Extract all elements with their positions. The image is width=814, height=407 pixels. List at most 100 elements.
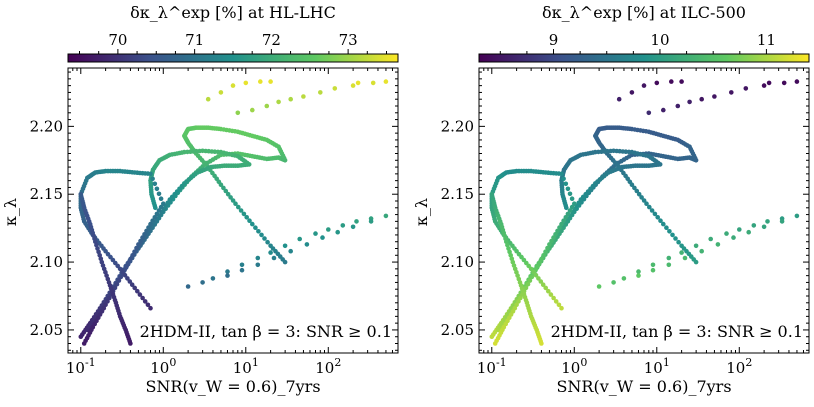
left-axes: 10-1 100 101 102 2.05 2.10 2.15 2.20 (30, 68, 399, 377)
left-point-scatter-upper-6 (235, 110, 241, 116)
right-point-branch-a-fill (639, 195, 644, 200)
left-point-branch-c-fill (140, 295, 145, 301)
left-point-branch-a-fill (244, 215, 249, 220)
left-point-branch-c-5 (136, 242, 141, 247)
left-point-scatter-upper-7 (250, 107, 255, 113)
right-point-branch-c-fill (538, 279, 544, 284)
right-point-branch-a-fill (632, 185, 637, 191)
left-point-branch-c-fill (152, 181, 158, 187)
right-point-branch-a-30 (644, 201, 649, 206)
right-point-branch-c-2 (512, 305, 518, 311)
left-colorbar-tick-label: 71 (185, 31, 204, 49)
left-panel: δκ_λ^exp [%] at HL-LHC 70 71 72 73 10-1 100 1… (1, 3, 399, 396)
right-point-branch-c-fill (565, 211, 571, 217)
left-point-scatter-upper-2 (230, 83, 236, 88)
left-point-branch-a-fill (241, 211, 247, 217)
left-x-tick-label: 102 (315, 356, 341, 377)
left-point-branch-c-fill (158, 204, 164, 210)
right-y-axis-label: κ_λ (412, 198, 431, 226)
left-point-scatter-upper-17 (355, 80, 361, 86)
right-point-branch-c-fill (563, 181, 569, 187)
left-point-branch-c-fill (103, 302, 108, 308)
right-colorbar-title: δκ_λ^exp [%] at ILC-500 (542, 3, 746, 22)
left-point-branch-c-19 (117, 266, 123, 272)
right-point-branch-a-29 (629, 182, 635, 187)
left-point-scatter-upper-0 (205, 96, 211, 102)
right-colorbar-tick-label: 11 (757, 31, 776, 49)
right-point-scatter-lower-20 (715, 242, 721, 247)
left-point-branch-c-fill (135, 288, 140, 294)
left-colorbar-tick-label: 70 (108, 31, 127, 49)
right-point-branch-c-fill (569, 196, 575, 201)
right-point-branch-c-fill (549, 238, 554, 244)
right-point-scatter-upper-3 (654, 80, 660, 86)
left-point-branch-a-fill (225, 191, 231, 197)
left-point-branch-d-9 (128, 341, 133, 346)
right-point-scatter-lower-22 (746, 229, 751, 235)
left-point-branch-c-2 (101, 305, 107, 311)
right-axes: 10-1 100 101 102 2.05 2.10 2.15 2.20 (441, 68, 810, 377)
left-point-scatter-upper-4 (258, 79, 263, 84)
right-point-branch-c-fill (539, 256, 544, 262)
right-y-tick-label: 2.15 (441, 185, 474, 203)
right-point-branch-c-4 (535, 263, 540, 269)
right-point-branch-a-fill (664, 225, 669, 230)
left-point-branch-c-fill (158, 196, 164, 201)
left-point-branch-a-fill (221, 185, 226, 191)
right-point-branch-a-fill (636, 191, 642, 197)
right-point-scatter-lower-24 (779, 219, 785, 224)
left-point-branch-c-fill (122, 272, 128, 278)
right-colorbar-ticks: 9 10 11 (499, 31, 794, 54)
left-y-tick-label: 2.15 (30, 185, 63, 203)
left-point-branch-c-fill (150, 218, 155, 223)
right-point-branch-a-fill (652, 211, 658, 217)
right-point-scatter-upper-0 (616, 96, 622, 102)
right-point-branch-a-fill (676, 239, 681, 245)
right-point-branch-b-23 (564, 205, 569, 211)
right-annotation: 2HDM-II, tan β = 3: SNR ≥ 0.1 (551, 322, 803, 341)
left-point-scatter-lower-8 (297, 236, 303, 242)
left-point-scatter-upper-1 (218, 90, 224, 95)
right-point-scatter-lower-2 (621, 276, 627, 281)
left-point-branch-a-fill (265, 239, 270, 245)
left-point-branch-b-23 (153, 205, 158, 211)
right-point-branch-a-fill (649, 208, 655, 213)
left-point-scatter-upper-15 (370, 80, 376, 86)
right-point-scatter-lower-14 (794, 213, 800, 219)
right-point-branch-c-fill (556, 302, 562, 308)
left-point-scatter-upper-3 (243, 80, 249, 86)
left-point-branch-a-fill (259, 232, 264, 238)
left-y-tick-label: 2.20 (30, 117, 63, 135)
right-point-branch-c-fill (551, 235, 556, 240)
left-point-branch-c-fill (142, 232, 147, 237)
left-colorbar-ticks: 70 71 72 73 (79, 31, 387, 54)
right-point-branch-c-fill (545, 245, 550, 251)
left-point-branch-c-7 (161, 201, 166, 206)
left-point-scatter-lower-5 (255, 255, 261, 261)
left-point-scatter-lower-22 (335, 229, 341, 235)
left-y-tick-label: 2.10 (30, 253, 63, 271)
left-point-scatter-lower-14 (383, 213, 389, 219)
right-point-branch-a-31 (661, 221, 666, 227)
left-point-branch-c-fill (137, 292, 143, 297)
right-y-tick-label: 2.20 (441, 117, 474, 135)
left-point-branch-c-fill (116, 278, 122, 283)
left-point-scatter-lower-17 (255, 262, 261, 268)
right-point-scatter-lower-10 (737, 227, 742, 232)
left-x-tick-label: 101 (233, 356, 259, 377)
left-point-branch-a-fill (223, 188, 229, 194)
right-point-branch-c-fill (546, 288, 551, 294)
left-point-scatter-lower-4 (239, 262, 245, 268)
left-point-branch-a-31 (250, 221, 255, 227)
left-colorbar-tick-label: 72 (262, 31, 281, 49)
right-x-tick-label: 102 (726, 356, 752, 377)
left-x-tick-label: 10-1 (66, 356, 96, 377)
left-point-branch-a-33 (282, 259, 288, 265)
right-point-scatter-upper-16 (794, 79, 800, 84)
right-point-branch-a-fill (667, 229, 672, 234)
right-point-branch-c-fill (536, 276, 541, 281)
right-point-branch-a-fill (655, 215, 660, 220)
right-y-tick-label: 2.10 (441, 253, 474, 271)
right-point-branch-a-fill (673, 236, 678, 241)
right-point-branch-c-fill (514, 302, 519, 308)
